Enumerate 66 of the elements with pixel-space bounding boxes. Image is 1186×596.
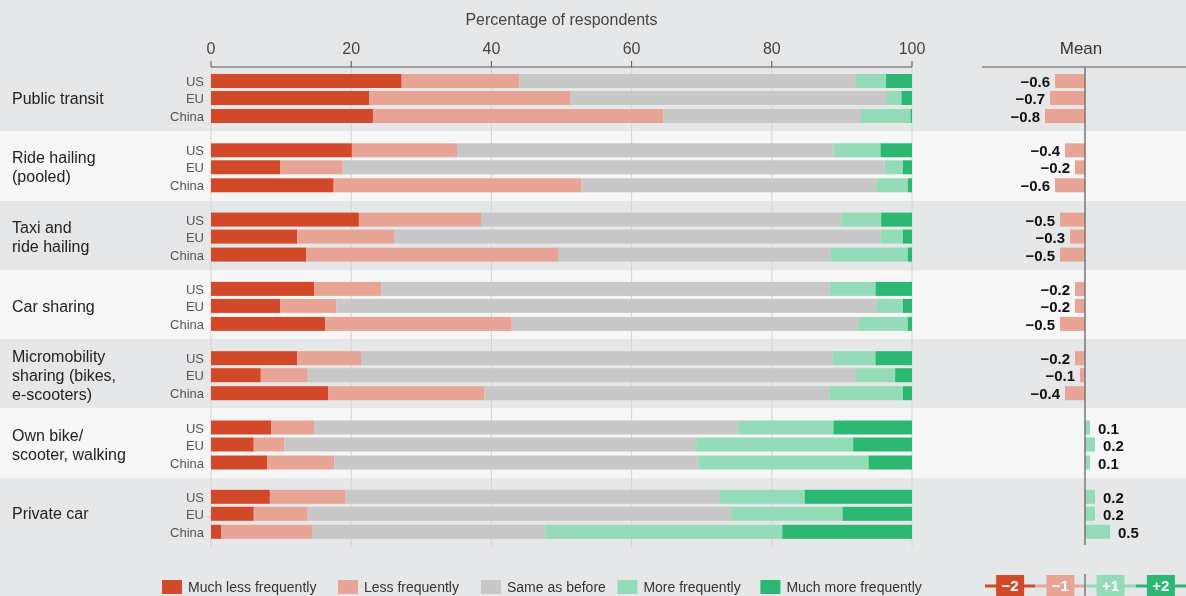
data-label: −0.8 [1010,108,1040,125]
data-label: 0.5 [1118,523,1139,541]
y-tick-label: China [170,455,205,471]
data-label: −0.6 [1020,73,1050,90]
data-label: −0.6 [1020,177,1050,195]
y-tick-label: China [170,247,205,263]
legend-label: Much more frequently [786,579,922,595]
data-label: −0.2 [1040,350,1070,368]
data-label: −0.3 [1035,228,1065,246]
legend-label: Much less frequently [188,579,317,595]
data-label: −0.2 [1040,280,1070,298]
data-label: 0.1 [1098,454,1119,472]
y-tick-label: EU [185,298,204,314]
y-tick-label: EU [185,229,204,245]
x-axis-title: Percentage of respondents [465,11,658,28]
y-tick-label: US [185,212,205,228]
text: Public transit [12,89,105,107]
text: −1 [1051,577,1069,594]
data-label: −0.4 [1030,142,1061,160]
y-tick-label: US [185,281,205,297]
data-label: 0.1 [1098,419,1119,437]
text: Private car [12,505,90,523]
text: +2 [1152,577,1170,594]
y-tick-label: US [185,74,205,89]
data-label: −0.7 [1015,90,1045,107]
x-tick-label: 20 [342,40,361,57]
data-label: −0.2 [1040,159,1070,177]
legend-label: Less frequently [364,579,459,595]
y-tick-label: EU [185,506,204,522]
x-tick-label: 40 [482,40,501,57]
y-tick-label: EU [185,91,204,106]
text: Micromobility sharing (bikes, e-scooters) [12,347,117,403]
text: +1 [1102,577,1120,594]
y-tick-label: US [185,351,205,367]
data-label: −0.5 [1025,211,1055,229]
x-tick-label: 80 [762,40,781,57]
data-label: −0.5 [1025,246,1055,264]
text: Own bike/ scooter, walking [12,426,126,463]
y-tick-label: China [170,524,205,540]
data-label: 0.2 [1103,436,1124,454]
data-label: −0.4 [1030,385,1061,403]
x-tick-label: 60 [622,40,641,57]
text: −2 [1001,577,1019,594]
y-tick-label: US [185,489,205,505]
chart-title: Mean [1059,39,1103,58]
data-label: −0.5 [1025,315,1055,333]
data-label: −0.1 [1045,367,1075,385]
data-label: −0.2 [1040,297,1070,315]
y-tick-label: China [170,386,205,402]
y-tick-label: US [185,420,205,436]
y-tick-label: China [170,109,205,124]
y-tick-label: EU [185,437,204,453]
text: Ride hailing (pooled) [12,149,96,186]
text: Car sharing [12,297,95,315]
y-tick-label: EU [185,368,204,384]
y-tick-label: US [185,143,205,159]
y-tick-label: China [170,316,205,332]
legend-label: Same as before [507,579,607,595]
y-tick-label: EU [185,160,204,176]
text: Taxi and ride hailing [12,218,90,255]
x-tick-label: 100 [898,40,926,57]
data-label: 0.2 [1103,488,1124,506]
data-label: 0.2 [1103,505,1124,523]
y-tick-label: China [170,178,205,194]
x-tick-label: 0 [206,40,216,57]
legend-label: More frequently [643,579,741,595]
